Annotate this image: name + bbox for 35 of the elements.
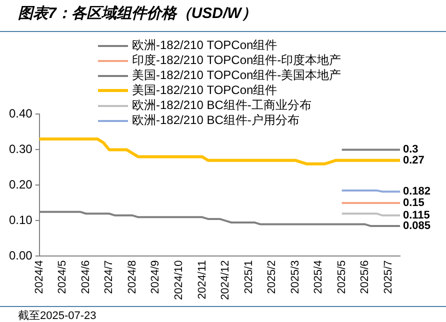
x-tick-label: 2025/6 [359,260,372,294]
x-tick-label: 2024/5 [56,260,69,294]
x-tick-label: 2025/5 [336,260,348,294]
x-tick-label: 2024/12 [220,260,232,300]
x-tick-label: 2025/1 [242,260,255,294]
data-label: 0.085 [403,220,431,232]
legend-label: 印度-182/210 TOPCon组件-印度本地产 [132,52,342,68]
x-tick-label: 2024/6 [80,260,92,294]
x-tick-label: 2025/2 [266,260,278,294]
data-label: 0.3 [403,144,418,156]
legend-label: 欧洲-182/210 TOPCon组件 [132,37,278,54]
legend-label: 美国-182/210 TOPCon组件 [132,82,278,99]
data-label: 0.115 [403,209,430,222]
text: 截至2025-07-23 [18,309,96,322]
y-tick-label: 0.20 [8,178,33,192]
data-label: 0.27 [403,154,424,166]
data-label: 0.15 [403,197,424,210]
y-tick-label: 0.10 [8,213,33,228]
x-tick-label: 2024/4 [33,260,46,294]
x-tick-label: 2024/10 [172,260,185,300]
y-tick-label: 0.00 [8,248,33,263]
legend-label: 美国-182/210 TOPCon组件-美国本地产 [132,67,342,84]
data-label: 0.182 [403,186,431,198]
x-tick-label: 2025/3 [289,260,302,294]
x-tick-label: 2024/9 [150,260,162,294]
y-tick-label: 0.30 [8,142,33,156]
y-tick-label: 0.40 [8,106,33,121]
x-tick-label: 2024/11 [196,260,208,300]
x-tick-label: 2025/4 [312,260,325,294]
chart-title: 图表7：各区域组件价格（USD/W） [18,4,256,23]
x-tick-label: 2024/8 [126,260,138,294]
legend-label: 欧洲-182/210 BC组件-户用分布 [132,112,300,129]
x-tick-label: 2024/7 [103,260,116,294]
x-tick-label: 2025/7 [382,260,394,294]
legend-label: 欧洲-182/210 BC组件-工商业分布 [132,97,312,114]
